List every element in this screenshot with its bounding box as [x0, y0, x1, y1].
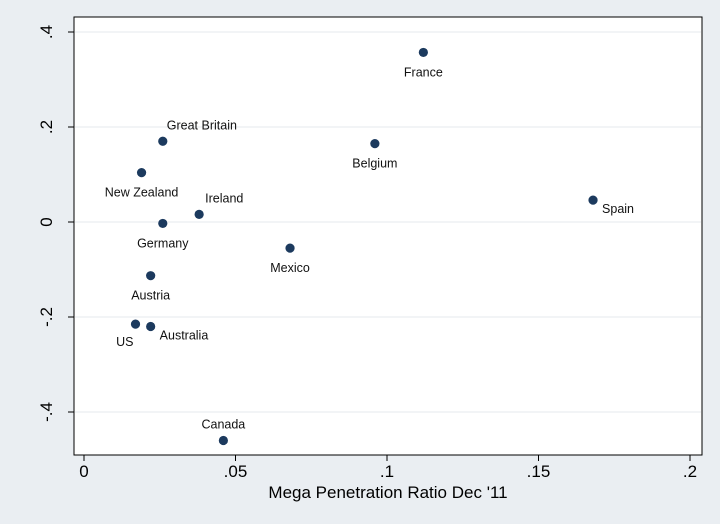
- x-tick-label-3: .15: [527, 462, 551, 481]
- point-spain: [588, 195, 598, 205]
- point-label-great-britain: Great Britain: [167, 118, 237, 132]
- point-label-spain: Spain: [602, 202, 634, 216]
- point-austria: [146, 271, 156, 281]
- point-label-germany: Germany: [137, 236, 189, 250]
- point-germany: [158, 218, 168, 229]
- point-us: [130, 319, 141, 329]
- point-france: [418, 47, 428, 58]
- point-mexico: [285, 243, 295, 253]
- point-label-canada: Canada: [201, 418, 245, 432]
- y-tick-label-0: -.4: [37, 402, 56, 422]
- y-tick-label-3: .2: [37, 120, 56, 134]
- y-tick-label-1: -.2: [37, 307, 56, 327]
- x-tick-label-0: 0: [79, 462, 88, 481]
- point-label-australia: Australia: [160, 329, 209, 343]
- point-label-us: US: [116, 335, 133, 349]
- point-australia: [146, 321, 156, 332]
- point-ireland: [194, 209, 204, 219]
- point-canada: [218, 435, 228, 446]
- point-label-austria: Austria: [131, 289, 170, 303]
- grid-lines: [75, 31, 701, 413]
- y-axis: -.4 -.2 0 .2 .4: [37, 25, 74, 422]
- x-tick-label-4: .2: [683, 462, 697, 481]
- point-new-zealand: [136, 168, 147, 178]
- point-belgium: [370, 139, 380, 149]
- x-tick-label-2: .1: [380, 462, 394, 481]
- y-tick-label-2: 0: [37, 217, 56, 226]
- x-axis-title: Mega Penetration Ratio Dec '11: [268, 483, 507, 502]
- point-label-new-zealand: New Zealand: [105, 186, 179, 200]
- x-tick-label-1: .05: [224, 462, 248, 481]
- y-tick-label-4: .4: [37, 25, 56, 39]
- point-label-belgium: Belgium: [352, 157, 397, 171]
- point-label-ireland: Ireland: [205, 191, 243, 205]
- point-great-britain: [158, 136, 168, 146]
- x-axis: 0 .05 .1 .15 .2: [79, 455, 697, 481]
- point-label-mexico: Mexico: [270, 261, 310, 275]
- point-label-france: France: [404, 65, 443, 79]
- data-points: France Great Britain Belgium New Zealand Spa…: [105, 47, 634, 446]
- plot-area: [73, 16, 703, 456]
